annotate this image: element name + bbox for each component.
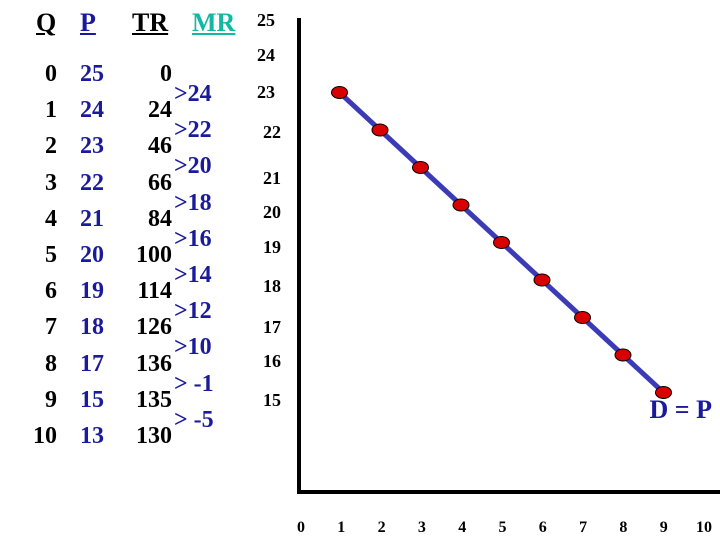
p-cell: 15	[80, 386, 104, 413]
p-cell: 20	[80, 242, 104, 268]
tr-cell: 46	[148, 133, 172, 160]
p-cell: 17	[80, 350, 104, 377]
mr-cell: > -5	[174, 406, 214, 433]
q-cell: 0	[45, 61, 57, 87]
q-cell: 3	[45, 169, 57, 196]
p-cell: 22	[80, 169, 104, 196]
header-tr: TR	[132, 8, 169, 37]
y-tick-label: 22	[263, 122, 281, 142]
tr-cell: 0	[160, 61, 172, 87]
tr-cell: 84	[148, 205, 172, 232]
q-cell: 10	[33, 423, 57, 449]
x-tick-label: 3	[418, 519, 426, 536]
tr-cell: 136	[136, 350, 172, 377]
chart-axes	[297, 18, 720, 494]
q-cell: 5	[45, 242, 57, 268]
x-tick-label: 7	[579, 519, 587, 536]
data-point	[493, 236, 510, 249]
x-tick-label: 5	[499, 519, 507, 536]
p-cell: 13	[80, 423, 104, 449]
demand-label: D = P	[650, 395, 713, 424]
q-cell: 4	[45, 205, 57, 232]
y-tick-label: 19	[263, 237, 281, 257]
x-tick-label: 9	[660, 519, 668, 536]
data-point	[533, 273, 551, 287]
x-tick-label: 0	[297, 519, 305, 536]
data-point	[371, 123, 389, 137]
mr-cell: > -1	[174, 370, 214, 397]
mr-cell: >12	[174, 298, 212, 325]
data-point	[574, 311, 591, 324]
p-cell: 25	[80, 61, 104, 87]
y-tick-label: 23	[257, 82, 275, 102]
y-tick-label: 17	[263, 317, 281, 337]
mr-cell: >18	[174, 189, 212, 216]
y-tick-labels: 25 24 23 22 21 20 19 18 17 16 15	[257, 10, 281, 410]
y-tick-label: 21	[263, 168, 281, 188]
x-tick-label: 4	[458, 519, 466, 536]
p-cell: 23	[80, 133, 104, 160]
x-tick-label: 10	[696, 519, 712, 536]
tr-cell: 24	[148, 97, 172, 124]
tr-cell: 126	[136, 314, 172, 341]
data-point	[655, 386, 672, 399]
tr-cell: 135	[136, 386, 172, 413]
q-cell: 8	[45, 350, 57, 377]
mr-cell: >20	[174, 153, 212, 180]
data-point	[331, 86, 348, 99]
data-point	[452, 198, 470, 212]
mr-cell: >14	[174, 262, 212, 288]
header-p: P	[80, 8, 96, 37]
p-cell: 21	[80, 205, 104, 232]
demand-series	[331, 86, 672, 399]
data-point	[412, 161, 429, 174]
y-tick-label: 20	[263, 202, 281, 222]
x-tick-label: 2	[378, 519, 386, 536]
data-point	[614, 348, 632, 362]
tr-cell: 114	[137, 278, 172, 305]
y-tick-label: 15	[263, 390, 281, 410]
tr-cell: 100	[136, 242, 172, 268]
header-mr: MR	[192, 8, 236, 37]
x-tick-label: 1	[337, 519, 345, 536]
mr-cell: >16	[174, 225, 212, 252]
q-cell: 9	[45, 386, 57, 413]
x-tick-label: 8	[619, 519, 627, 536]
mr-cell: >10	[174, 334, 212, 361]
y-tick-label: 24	[257, 45, 275, 65]
x-tick-label: 6	[539, 519, 547, 536]
q-cell: 1	[45, 97, 57, 124]
tr-cell: 66	[148, 169, 172, 196]
mr-cell: >22	[174, 117, 212, 144]
p-cell: 24	[80, 97, 104, 124]
tr-cell: 130	[136, 423, 172, 449]
header-q: Q	[36, 8, 57, 37]
y-tick-label: 25	[257, 10, 275, 30]
q-cell: 2	[45, 133, 57, 160]
p-cell: 19	[80, 278, 104, 305]
mr-cell: >24	[174, 81, 212, 107]
p-cell: 18	[80, 314, 104, 341]
q-cell: 6	[45, 278, 57, 305]
x-tick-labels: 0 1 2 3 4 5 6 7 8 9 10	[297, 519, 712, 536]
y-tick-label: 18	[263, 276, 281, 296]
q-cell: 7	[45, 314, 57, 341]
y-tick-label: 16	[263, 351, 281, 371]
